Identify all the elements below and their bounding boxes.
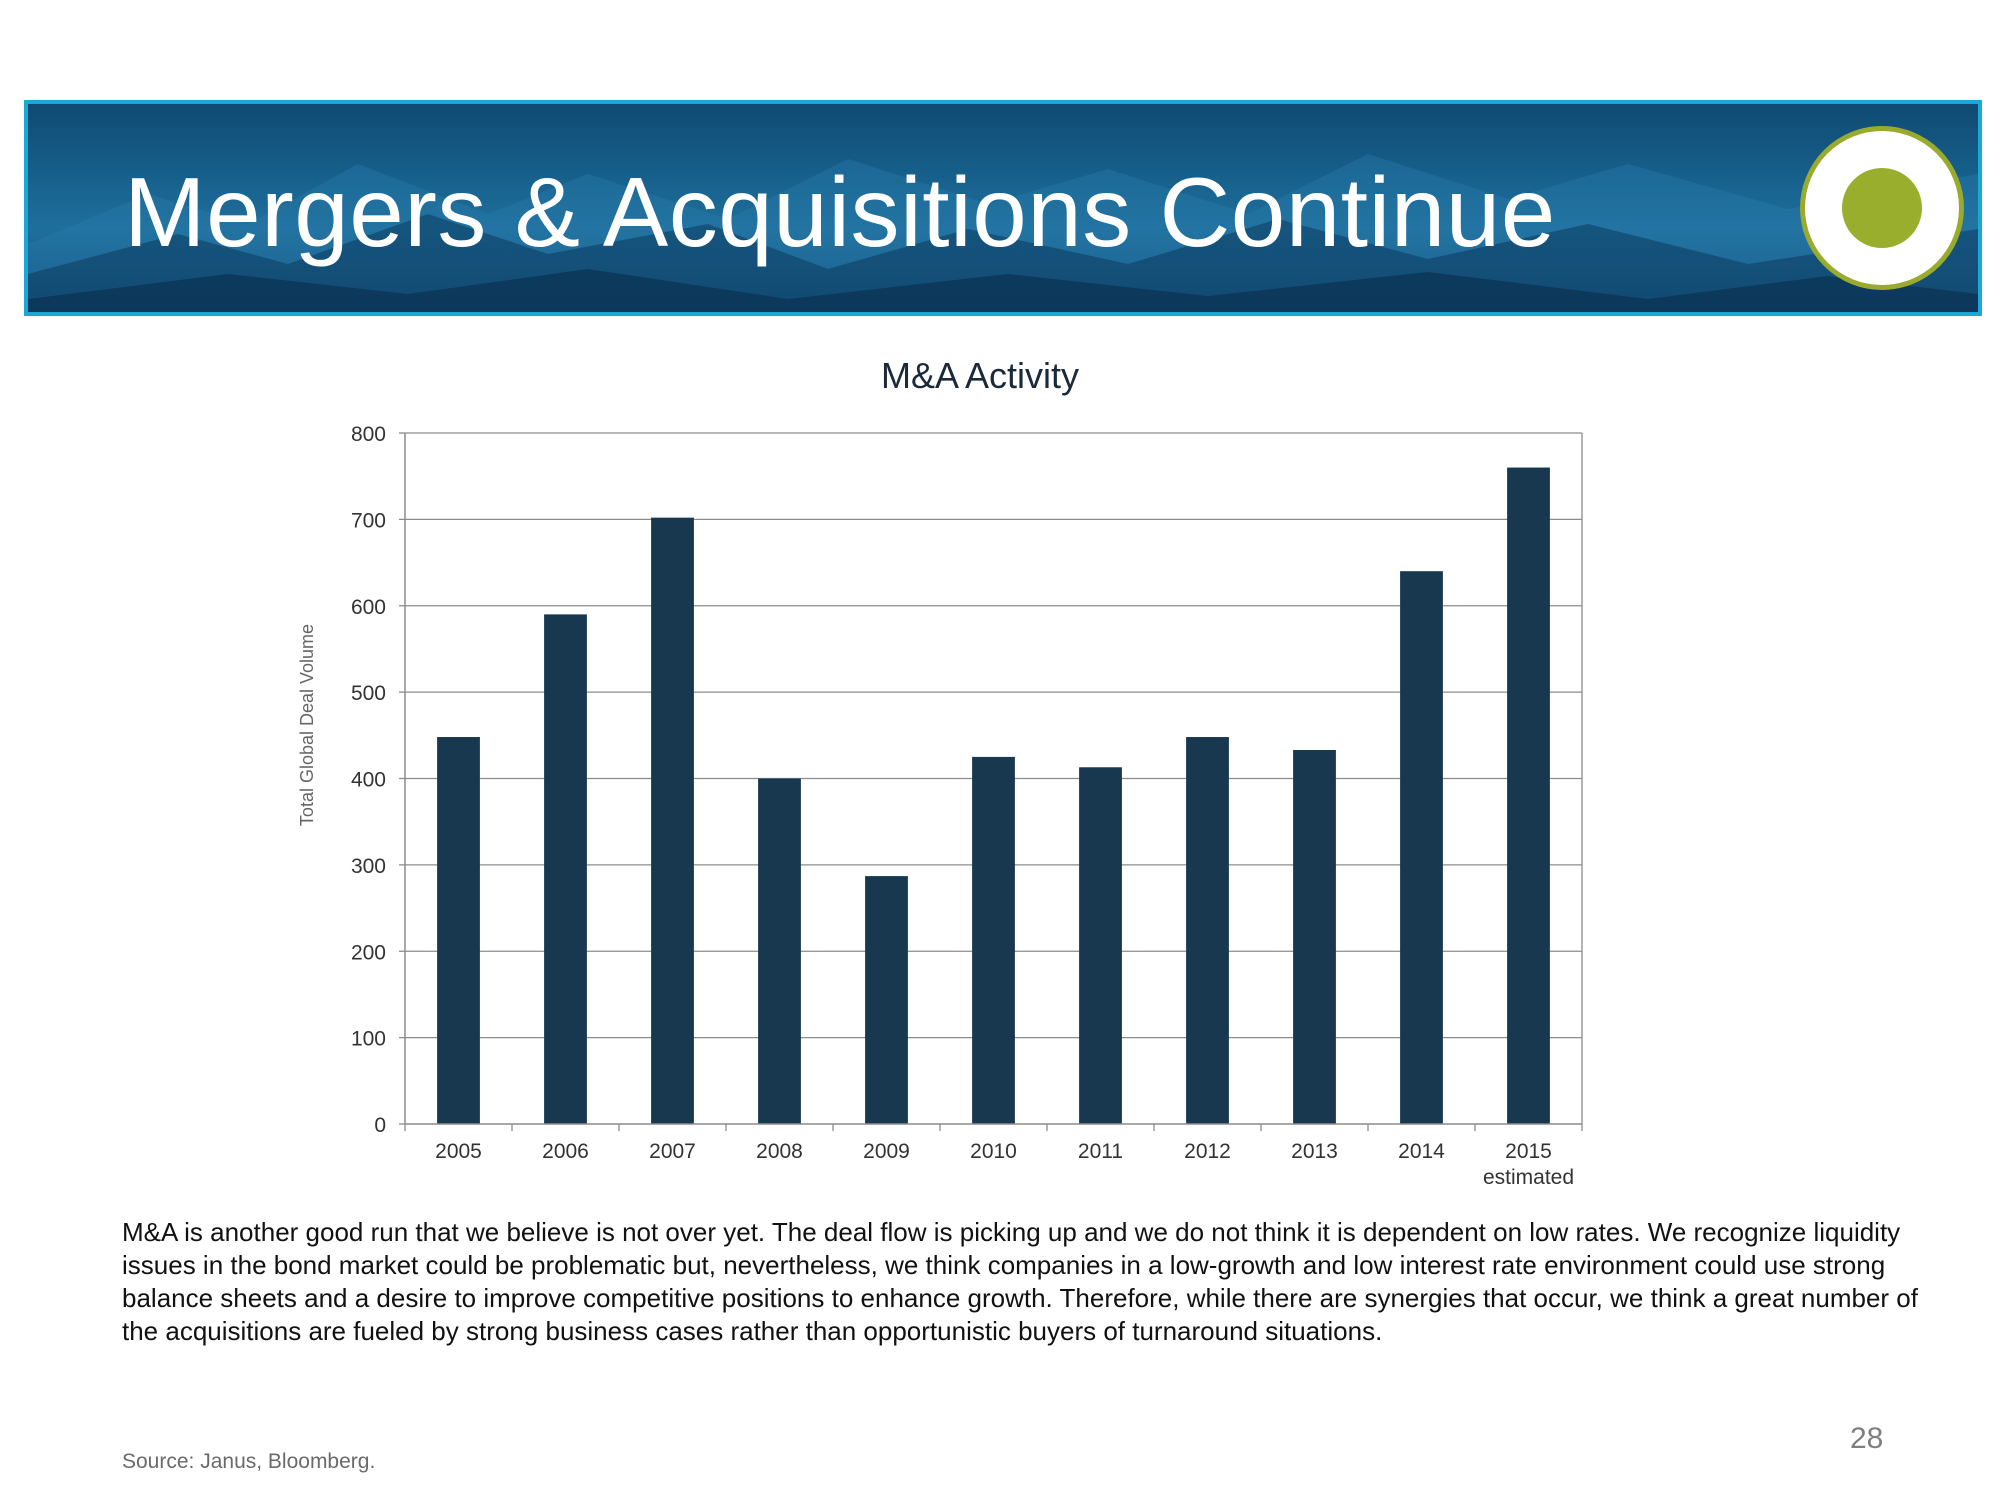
bar-2007 [651, 517, 694, 1124]
bar-2005 [437, 737, 480, 1124]
logo-mark [1800, 126, 1964, 290]
logo-dot [1842, 168, 1922, 248]
slide-title: Mergers & Acquisitions Continue [124, 157, 1556, 267]
y-tick-label: 300 [351, 855, 386, 878]
x-tick-label: 2010 [970, 1140, 1017, 1163]
x-tick-label: 2013 [1291, 1140, 1338, 1163]
bar-2014 [1400, 571, 1443, 1124]
y-tick-label: 800 [351, 423, 386, 446]
bar-2008 [758, 778, 801, 1124]
bar-2013 [1293, 749, 1336, 1124]
bar-2006 [544, 614, 587, 1124]
bar-2015 [1507, 467, 1550, 1124]
x-tick-label: 2011 [1078, 1140, 1123, 1163]
y-tick-label: 500 [351, 682, 386, 705]
bar-2010 [972, 756, 1015, 1124]
bar-2011 [1079, 767, 1122, 1124]
x-tick-label: 2012 [1184, 1140, 1231, 1163]
x-tick-labels: 2005 2006 2007 2008 2009 2010 2011 2012 2013 2014… [435, 1140, 1574, 1189]
x-tick-label: 2007 [649, 1140, 696, 1163]
chart-title: M&A Activity [881, 355, 1079, 396]
y-tick-label: 700 [351, 509, 386, 532]
page-number: 28 [1850, 1422, 1884, 1455]
y-tick-label: 600 [351, 596, 386, 619]
bar-2009 [865, 876, 908, 1124]
x-tick-label: 2005 [435, 1140, 482, 1163]
x-tick-label: 2015 [1505, 1140, 1552, 1163]
y-tick-labels: 0 100 200 300 400 500 600 700 800 [351, 423, 386, 1137]
y-tick-label: 0 [374, 1114, 386, 1137]
axes [399, 432, 1583, 1131]
y-axis-label: Total Global Deal Volume [297, 624, 317, 826]
y-tick-label: 100 [351, 1028, 386, 1051]
bars [437, 467, 1550, 1124]
body-text: M&A is another good run that we believe … [122, 1217, 1918, 1346]
x-tick-label: 2006 [542, 1140, 589, 1163]
mountain-landscape-image [28, 154, 1978, 312]
x-tick-sublabel: estimated [1483, 1166, 1574, 1189]
bar-2012 [1186, 737, 1229, 1124]
x-tick-label: 2014 [1398, 1140, 1445, 1163]
x-tick-label: 2009 [863, 1140, 910, 1163]
x-tick-label: 2008 [756, 1140, 803, 1163]
title-banner: Mergers & Acquisitions Continue [24, 100, 1982, 316]
y-tick-label: 200 [351, 941, 386, 964]
y-tick-label: 400 [351, 769, 386, 792]
ma-activity-chart: M&A Activity Total Global Deal Volume 0 1… [297, 355, 1583, 1189]
source-note: Source: Janus, Bloomberg. [122, 1450, 376, 1473]
